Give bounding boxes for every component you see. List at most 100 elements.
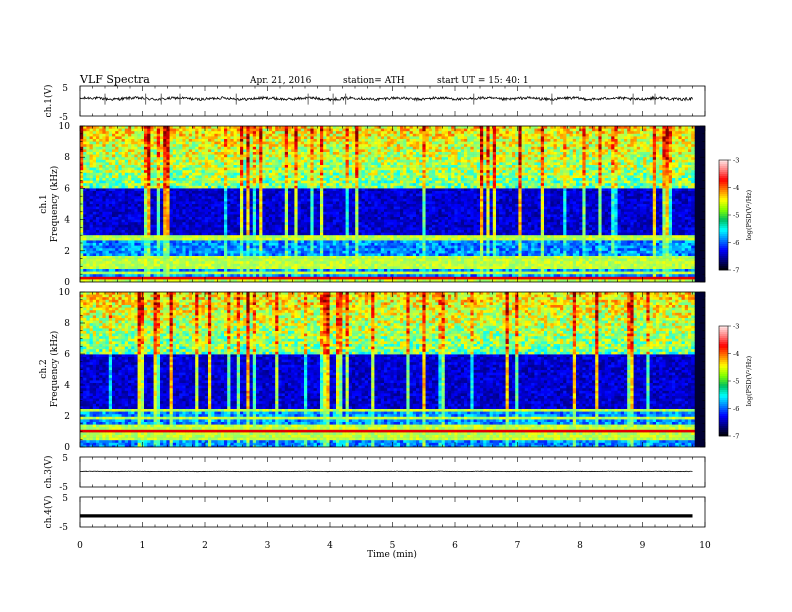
spectrogram-cell (179, 253, 183, 257)
spectrogram-cell (236, 279, 241, 282)
spectrogram-cell (230, 204, 234, 207)
spectrogram-cell (140, 253, 145, 257)
spectrogram-cell (259, 128, 263, 132)
spectrogram-cell (118, 271, 122, 275)
spectrogram-cell (291, 196, 295, 200)
spectrogram-cell (160, 188, 164, 192)
spectrogram-cell (128, 245, 132, 249)
spectrogram-cell (211, 206, 215, 210)
spectrogram-cell (211, 157, 215, 161)
spectrogram-cell (307, 139, 311, 142)
spectrogram-cell (118, 162, 122, 166)
spectrogram-cell (147, 261, 151, 265)
spectrogram-cell (163, 196, 167, 200)
spectrogram-cell (265, 211, 270, 215)
spectrogram-cell (240, 149, 244, 153)
spectrogram-cell (153, 232, 158, 236)
spectrogram-cell (134, 256, 138, 259)
spectrogram-cell (332, 214, 337, 218)
spectrogram-cell (179, 224, 183, 228)
spectrogram-cell (240, 279, 244, 282)
spectrogram-cell (169, 167, 174, 171)
spectrogram-cell (89, 141, 94, 145)
spectrogram-cell (284, 139, 289, 142)
spectrogram-cell (96, 214, 100, 218)
spectrogram-cell (172, 136, 177, 140)
spectrogram-cell (86, 222, 90, 226)
spectrogram-cell (278, 266, 282, 270)
spectrogram-cell (332, 178, 337, 181)
spectrogram-cell (121, 157, 126, 161)
spectrogram-cell (169, 232, 174, 236)
spectrogram-cell (291, 232, 295, 236)
spectrogram-cell (92, 162, 97, 166)
spectrogram-cell (172, 170, 177, 174)
spectrogram-cell (284, 149, 289, 153)
spectrogram-cell (105, 209, 110, 213)
spectrogram-cell (163, 250, 167, 254)
spectrogram-cell (163, 209, 167, 213)
spectrogram-cell (313, 188, 318, 192)
spectrogram-cell (262, 157, 266, 161)
spectrogram-cell (256, 224, 260, 228)
spectrogram-cell (249, 139, 254, 142)
spectrogram-cell (284, 204, 289, 207)
spectrogram-cell (105, 237, 110, 241)
spectrogram-cell (115, 157, 119, 161)
spectrogram-cell (182, 167, 186, 171)
spectrogram-cell (268, 209, 273, 213)
spectrogram-cell (150, 152, 154, 155)
spectrogram-cell (313, 243, 318, 246)
spectrogram-cell (288, 198, 292, 202)
spectrogram-cell (326, 157, 330, 161)
spectrogram-cell (182, 175, 186, 179)
spectrogram-cell (275, 198, 279, 202)
spectrogram-cell (281, 232, 286, 236)
spectrogram-cell (128, 131, 132, 135)
spectrogram-cell (83, 224, 87, 228)
spectrogram-cell (163, 180, 167, 184)
spectrogram-cell (310, 266, 314, 270)
spectrogram-cell (284, 217, 289, 220)
spectrogram-cell (313, 149, 318, 153)
spectrogram-cell (320, 193, 324, 197)
spectrogram-cell (153, 157, 158, 161)
spectrogram-cell (240, 204, 244, 207)
spectrogram-cell (188, 167, 193, 171)
spectrogram-cell (297, 217, 302, 220)
spectrogram-cell (156, 149, 161, 153)
spectrogram-cell (156, 172, 161, 176)
spectrogram-cell (227, 191, 231, 194)
spectrogram-cell (310, 152, 314, 155)
spectrogram-cell (272, 149, 276, 153)
spectrogram-cell (188, 206, 193, 210)
spectrogram-cell (332, 269, 337, 272)
spectrogram-cell (118, 170, 122, 174)
spectrogram-cell (323, 185, 327, 189)
spectrogram-cell (323, 224, 327, 228)
spectrogram-cell (262, 245, 266, 249)
spectrogram-cell (316, 146, 321, 150)
spectrogram-cell (99, 250, 103, 254)
spectrogram-cell (121, 217, 126, 220)
spectrogram-cell (156, 201, 161, 205)
spectrogram-cell (99, 261, 103, 265)
spectrogram-cell (195, 191, 199, 194)
spectrogram-cell (124, 185, 129, 189)
spectrogram-cell (118, 230, 122, 233)
spectrogram-cell (96, 149, 100, 153)
spectrogram-cell (246, 159, 250, 163)
spectrogram-cell (275, 133, 279, 137)
spectrogram-cell (300, 157, 305, 161)
spectrogram-cell (230, 157, 234, 161)
spectrogram-cell (252, 180, 257, 184)
spectrogram-cell (105, 224, 110, 228)
spectrogram-cell (131, 276, 135, 280)
spectrogram-cell (336, 279, 340, 282)
spectrogram-cell (252, 183, 257, 187)
spectrogram-cell (201, 274, 206, 278)
spectrogram-cell (268, 245, 273, 249)
spectrogram-cell (236, 128, 241, 132)
spectrogram-cell (150, 219, 154, 223)
spectrogram-cell (128, 198, 132, 202)
